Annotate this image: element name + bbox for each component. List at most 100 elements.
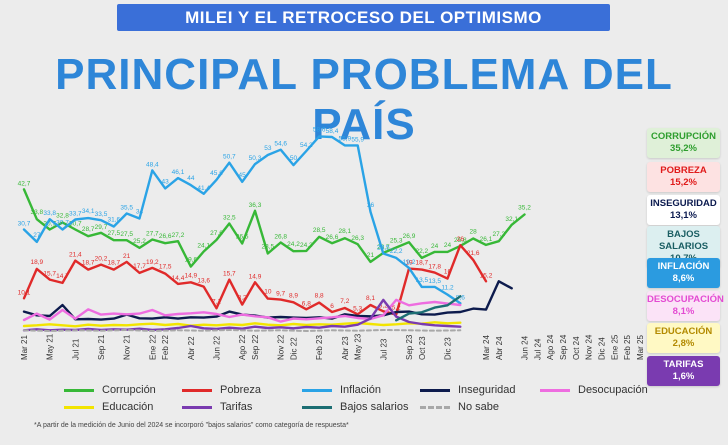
x-tick-label: Abr 23 <box>341 336 350 360</box>
data-label: 28 <box>470 229 478 236</box>
data-label: 9,7 <box>276 291 285 298</box>
data-label: 18,7 <box>108 260 121 267</box>
data-label: 23,5 <box>262 244 275 251</box>
data-label: 19 <box>405 260 413 267</box>
data-label: 58,6 <box>313 126 326 133</box>
x-tick-label: Jul 21 <box>71 338 80 360</box>
data-label: 23,7 <box>377 244 390 251</box>
side-label-name: DESOCUPACIÓN <box>647 294 724 305</box>
x-tick-label: Dic 24 <box>598 337 607 360</box>
legend-label: Bajos salarios <box>340 401 409 413</box>
x-tick-label: Mar 21 <box>20 335 29 360</box>
series-line-desocupación <box>22 298 462 323</box>
data-label: 26,1 <box>480 236 493 243</box>
data-label: 32,5 <box>223 214 236 221</box>
series-line-no-sabe <box>23 329 462 332</box>
data-label: 20,2 <box>95 256 108 263</box>
series-line-corrupción <box>22 188 526 268</box>
data-label: 10,1 <box>18 289 31 296</box>
data-label: 11,2 <box>441 285 454 292</box>
data-label: 18,9 <box>31 259 44 266</box>
data-label: 21 <box>123 253 131 260</box>
x-tick-label: Jun 24 <box>521 335 530 360</box>
side-label: CORRUPCIÓN 35,2% <box>647 128 720 158</box>
x-tick-label: Nov 22 <box>277 334 286 360</box>
legend-label: No sabe <box>458 401 499 413</box>
data-label: 35,5 <box>120 204 133 211</box>
data-label: 53 <box>264 145 272 152</box>
data-label: 29,7 <box>95 224 108 231</box>
series-line-bajos-salarios <box>395 295 462 322</box>
legend-label: Corrupción <box>102 384 156 396</box>
data-label: 24,1 <box>197 243 210 250</box>
legend-item: Pobreza <box>182 384 261 396</box>
data-label: 26,9 <box>403 233 416 240</box>
x-tick-label: Oct 24 <box>572 336 581 360</box>
side-label-value: 8,6% <box>672 272 695 284</box>
data-label: 44 <box>187 175 195 182</box>
data-label: 26,5 <box>236 234 249 241</box>
data-label: 25,3 <box>390 238 403 245</box>
data-label: 27 <box>33 232 41 239</box>
data-label: 14,9 <box>249 273 262 280</box>
x-tick-label: Feb 25 <box>623 335 632 360</box>
data-label: 15,2 <box>480 272 493 279</box>
data-label: 31,6 <box>108 216 121 223</box>
data-label: 16 <box>444 269 452 276</box>
data-label: 25,2 <box>133 238 146 245</box>
side-label-name: TARIFAS <box>663 359 704 370</box>
data-label: 18,7 <box>416 260 429 267</box>
data-label: 10 <box>264 289 272 296</box>
data-label: 33,8 <box>43 210 56 217</box>
data-label: 28,1 <box>339 228 352 235</box>
data-label: 6 <box>330 303 334 310</box>
data-label: 13,5 <box>428 278 441 285</box>
data-label: 30,7 <box>56 220 69 227</box>
side-label: INSEGURIDAD 13,1% <box>647 195 720 225</box>
data-label: 7,2 <box>340 298 349 305</box>
data-label: 7,1 <box>212 298 221 305</box>
data-label: 41,4 <box>197 185 210 192</box>
data-label: 6,8 <box>302 300 311 307</box>
footnote: *A partir de la medición de Junio del 20… <box>34 422 349 429</box>
data-label: 17,5 <box>159 264 172 271</box>
data-label: 26,6 <box>159 233 172 240</box>
data-label: 48,4 <box>146 161 159 168</box>
side-label: POBREZA 15,2% <box>647 162 720 192</box>
x-tick-label: Sep 21 <box>97 334 106 360</box>
data-label: 26,3 <box>351 235 364 242</box>
data-label: 24 <box>431 243 439 250</box>
data-label: 21,6 <box>467 250 480 257</box>
data-label: 18,7 <box>82 260 95 267</box>
data-label: 14,4 <box>172 275 185 282</box>
data-label: 22,2 <box>416 248 429 255</box>
legend-swatch <box>302 388 332 392</box>
data-label: 23,5 <box>377 245 390 252</box>
data-label: 50,3 <box>249 155 262 162</box>
data-label: 27,2 <box>493 231 506 238</box>
banner: MILEI Y EL RETROCESO DEL OPTIMISMO <box>117 4 610 31</box>
data-label: 36 <box>367 202 375 209</box>
data-label: 27,7 <box>146 231 159 238</box>
x-tick-label: Jul 24 <box>533 338 542 360</box>
data-label: 54,6 <box>274 141 287 148</box>
legend-label: Inseguridad <box>458 384 516 396</box>
side-label: INFLACIÓN 8,6% <box>647 258 720 288</box>
data-label: 24,3 <box>300 242 313 249</box>
data-label: 21,4 <box>69 252 82 259</box>
x-tick-label: Ago 22 <box>238 334 247 360</box>
legend-item: Bajos salarios <box>302 401 408 413</box>
legend-label: Educación <box>102 401 154 413</box>
data-label: 28,5 <box>313 227 326 234</box>
data-label: 8,8 <box>315 293 324 300</box>
data-label: 6,2 <box>379 302 388 309</box>
x-tick-label: Dic 22 <box>290 337 299 360</box>
x-tick-label: Feb 23 <box>315 335 324 360</box>
data-label: 42,7 <box>18 180 31 187</box>
data-label: 43 <box>162 178 170 185</box>
data-label: 33,7 <box>69 210 82 217</box>
data-label: 27,2 <box>172 232 185 239</box>
x-tick-label: Ene 25 <box>610 334 619 360</box>
data-label: 26,8 <box>274 234 287 241</box>
legend-swatch <box>420 388 450 392</box>
